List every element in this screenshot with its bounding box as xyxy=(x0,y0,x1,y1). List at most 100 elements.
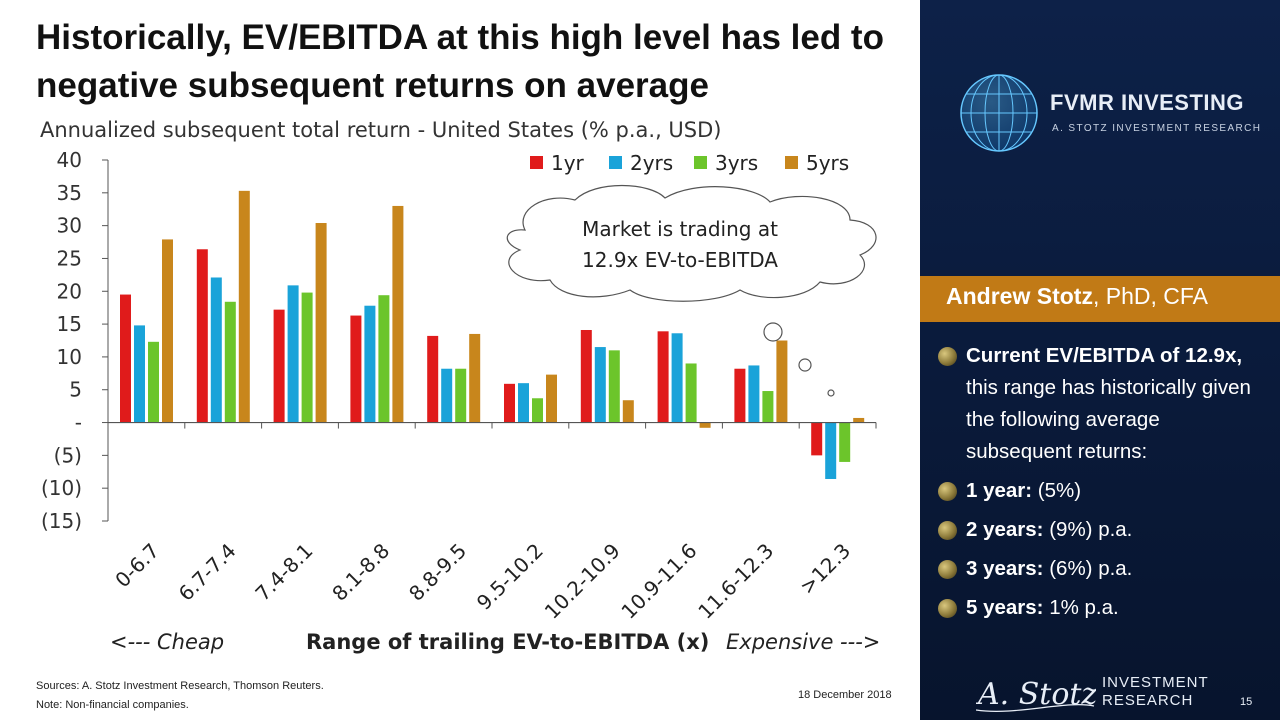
bar-2yrs-6.7-7.4 xyxy=(210,277,222,423)
bar-2yrs-11.6-12.3 xyxy=(748,365,760,423)
bullet-dot-icon xyxy=(938,521,957,540)
bar-2yrs-10.2-10.9 xyxy=(594,347,606,423)
x-tick-label: >12.3 xyxy=(795,539,855,599)
legend-label-2yrs: 2yrs xyxy=(630,151,673,175)
bar-5yrs-8.1-8.8 xyxy=(392,205,404,423)
bar-1yr->12.3 xyxy=(811,422,823,456)
bullet-1yr: 1 year: (5%) xyxy=(938,475,1268,507)
date-text: 18 December 2018 xyxy=(798,689,892,701)
sources-text: Sources: A. Stotz Investment Research, T… xyxy=(36,680,324,692)
y-tick-label: 5 xyxy=(69,378,82,402)
callout-bubble-large xyxy=(763,322,783,342)
legend-label-1yr: 1yr xyxy=(551,151,585,175)
bullet-text: (6%) p.a. xyxy=(1043,557,1133,580)
y-tick-label: (10) xyxy=(41,476,82,500)
bullet-5yrs: 5 years: 1% p.a. xyxy=(938,592,1268,624)
y-tick-label: 20 xyxy=(57,279,82,303)
bar-5yrs-11.6-12.3 xyxy=(776,340,788,423)
bar-3yrs-10.9-11.6 xyxy=(685,363,697,423)
bar-5yrs-6.7-7.4 xyxy=(238,190,250,423)
bar-5yrs-10.9-11.6 xyxy=(699,422,711,428)
presenter-banner xyxy=(920,276,1280,322)
research-word: RESEARCH xyxy=(1102,692,1194,709)
bullet-bold: 2 years: xyxy=(966,518,1044,541)
callout-line-1: Market is trading at xyxy=(582,217,778,241)
bar-1yr-8.1-8.8 xyxy=(350,315,362,423)
y-tick-label: 25 xyxy=(57,246,82,270)
x-footer-expensive: Expensive ---> xyxy=(726,630,881,654)
bar-2yrs-8.8-9.5 xyxy=(441,368,453,423)
callout-bubble-small xyxy=(827,389,835,397)
presenter-name: Andrew Stotz, PhD, CFA xyxy=(946,283,1208,310)
bar-1yr-7.4-8.1 xyxy=(273,309,285,423)
bullet-text: (9%) p.a. xyxy=(1043,518,1133,541)
x-tick-label: 6.7-7.4 xyxy=(174,539,241,606)
investment-research-mark: INVESTMENT RESEARCH xyxy=(1102,674,1209,710)
bullet-text: 1% p.a. xyxy=(1043,596,1119,619)
legend-label-3yrs: 3yrs xyxy=(715,151,758,175)
x-tick-label: 8.8-9.5 xyxy=(404,539,471,606)
bar-2yrs-8.1-8.8 xyxy=(364,305,376,423)
bar-2yrs-0-6.7 xyxy=(134,325,145,423)
bar-1yr-0-6.7 xyxy=(120,294,131,423)
globe-logo-icon xyxy=(960,74,1038,152)
legend-swatch-5yrs xyxy=(785,156,798,169)
y-tick-label: - xyxy=(75,411,82,435)
brand-name: FVMR INVESTING xyxy=(1050,90,1245,115)
x-tick-label: 8.1-8.8 xyxy=(327,539,394,606)
bullet-list: Current EV/EBITDA of 12.9x, this range h… xyxy=(938,340,1268,631)
x-tick-label: 7.4-8.1 xyxy=(250,539,317,606)
bar-2yrs-7.4-8.1 xyxy=(287,285,299,423)
side-panel: FVMR INVESTING A. STOTZ INVESTMENT RESEA… xyxy=(920,0,1280,720)
bar-1yr-8.8-9.5 xyxy=(427,335,439,423)
callout-cloud: Market is trading at 12.9x EV-to-EBITDA xyxy=(506,185,877,397)
bar-5yrs->12.3 xyxy=(853,417,865,423)
x-tick-label: 11.6-12.3 xyxy=(693,539,778,624)
bar-1yr-6.7-7.4 xyxy=(196,249,208,423)
bar-2yrs-10.9-11.6 xyxy=(671,333,683,423)
brand-tagline: A. STOTZ INVESTMENT RESEARCH xyxy=(1052,123,1262,134)
x-axis-title: Range of trailing EV-to-EBITDA (x) xyxy=(306,630,710,654)
bar-3yrs-10.2-10.9 xyxy=(608,350,620,423)
bar-3yrs-9.5-10.2 xyxy=(532,398,543,423)
bar-5yrs-9.5-10.2 xyxy=(546,374,557,423)
bar-5yrs-7.4-8.1 xyxy=(315,223,327,423)
signature-text: A. Stotz xyxy=(976,677,1096,712)
bullet-bold: 3 years: xyxy=(966,557,1044,580)
bullet-2yrs: 2 years: (9%) p.a. xyxy=(938,514,1268,546)
bullet-bold: Current EV/EBITDA of 12.9x, xyxy=(966,344,1243,367)
page-number: 15 xyxy=(1240,696,1253,708)
chart-subtitle: Annualized subsequent total return - Uni… xyxy=(40,118,722,142)
bar-3yrs-8.8-9.5 xyxy=(455,368,467,423)
bullet-bold: 1 year: xyxy=(966,479,1033,502)
bullet-dot-icon xyxy=(938,560,957,579)
legend-swatch-2yrs xyxy=(609,156,622,169)
bar-3yrs-8.1-8.8 xyxy=(378,295,390,423)
legend-swatch-3yrs xyxy=(694,156,707,169)
y-tick-label: 30 xyxy=(57,214,82,238)
y-tick-label: 40 xyxy=(57,148,82,172)
note-text: Note: Non-financial companies. xyxy=(36,699,189,711)
bar-5yrs-8.8-9.5 xyxy=(469,333,481,423)
bar-1yr-9.5-10.2 xyxy=(504,383,515,423)
legend-swatch-1yr xyxy=(530,156,543,169)
y-tick-label: 15 xyxy=(57,312,82,336)
bullet-bold: 5 years: xyxy=(966,596,1044,619)
x-tick-label: 0-6.7 xyxy=(110,539,164,593)
callout-bubble-medium xyxy=(798,358,812,372)
signature-logo: A. Stotz xyxy=(976,677,1096,712)
bullet-text: this range has historically given the fo… xyxy=(966,376,1251,463)
bar-3yrs->12.3 xyxy=(839,422,851,462)
presenter-first: Andrew Stotz xyxy=(946,283,1093,309)
x-tick-label: 10.9-11.6 xyxy=(616,539,701,624)
bullet-text: (5%) xyxy=(1032,479,1082,502)
bar-3yrs-7.4-8.1 xyxy=(301,292,313,423)
bar-chart: 40 35 30 25 20 15 10 5 - (5) (10) (15) 0-6.7 6.7-7.4 7… xyxy=(41,148,877,624)
y-tick-label: 10 xyxy=(57,345,82,369)
bar-2yrs->12.3 xyxy=(825,422,837,479)
bar-3yrs-6.7-7.4 xyxy=(224,301,236,423)
bar-1yr-10.2-10.9 xyxy=(580,329,592,423)
bar-5yrs-10.2-10.9 xyxy=(622,400,634,423)
x-tick-label: 9.5-10.2 xyxy=(472,539,548,615)
y-tick-label: (5) xyxy=(54,443,82,467)
